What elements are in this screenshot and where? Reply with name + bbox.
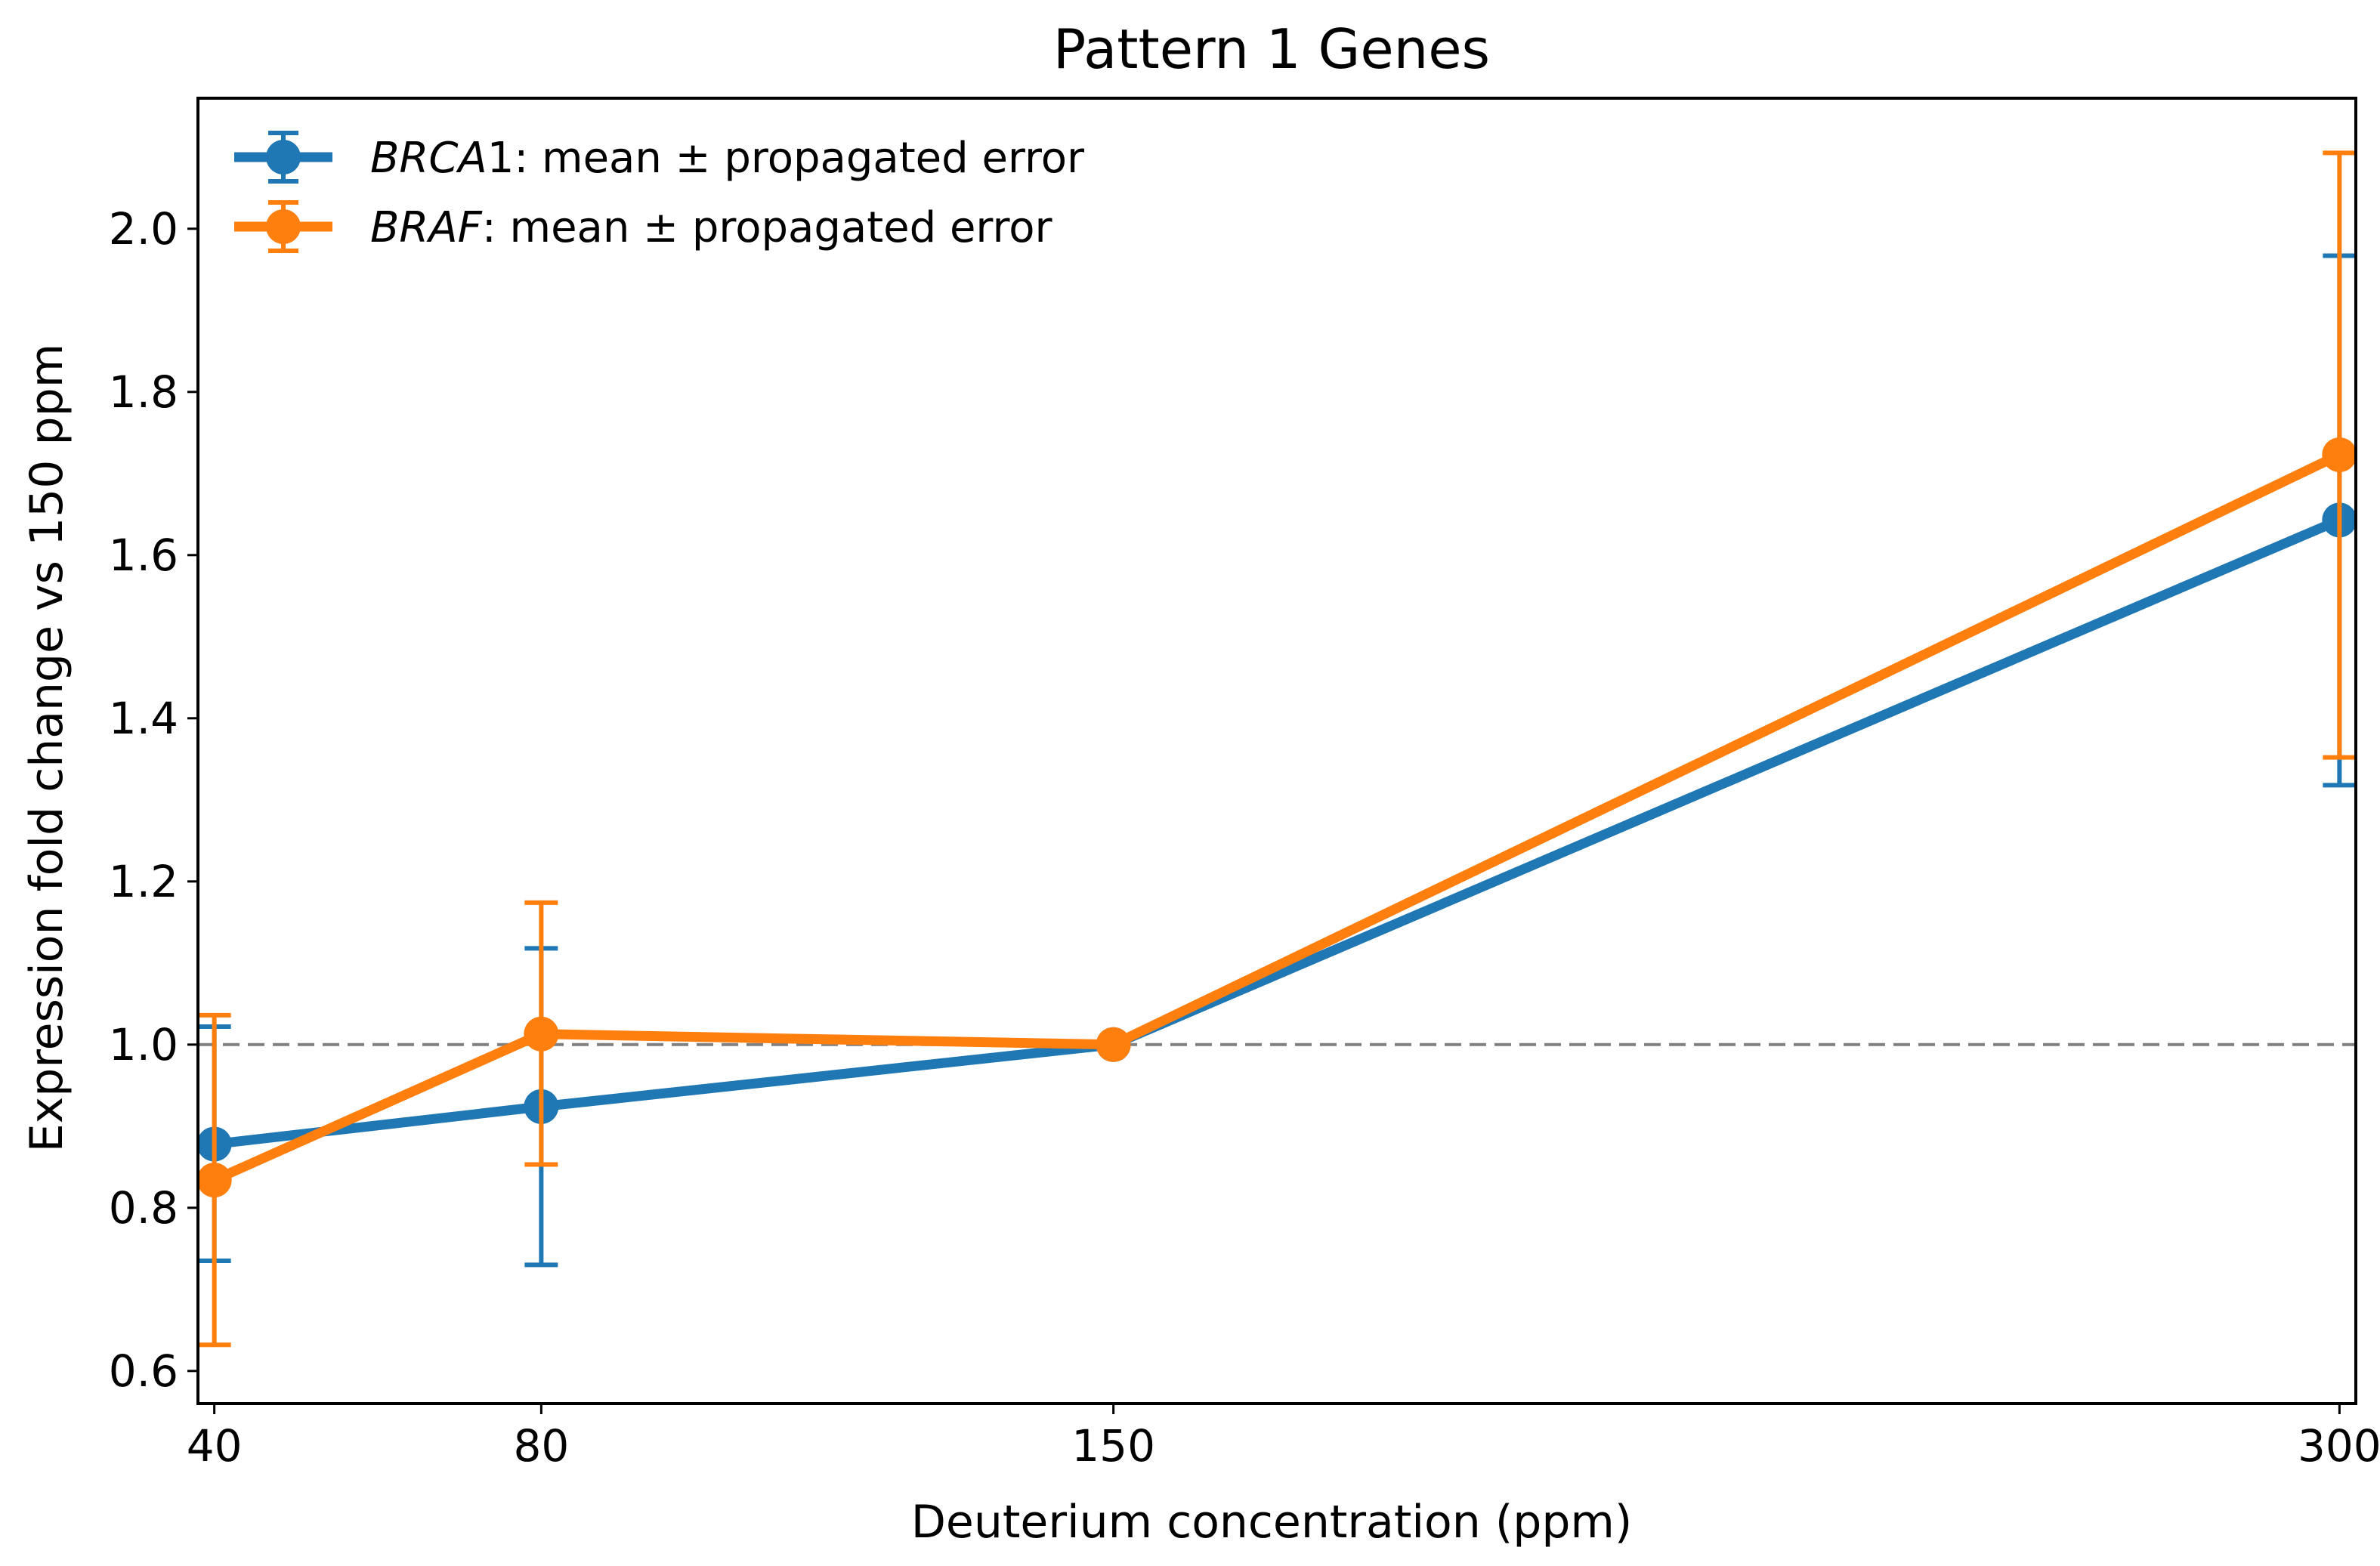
data-point: [1096, 1027, 1131, 1062]
legend-marker: [266, 209, 301, 244]
chart-title: Pattern 1 Genes: [1053, 17, 1490, 81]
y-tick-label: 1.8: [109, 366, 178, 418]
x-axis-label: Deuterium concentration (ppm): [911, 1496, 1633, 1549]
legend-label: BRCA1: mean ± propagated error: [370, 134, 1085, 183]
legend-marker: [266, 140, 301, 175]
legend-label: BRAF: mean ± propagated error: [370, 203, 1052, 252]
data-point: [524, 1016, 559, 1052]
x-tick-label: 80: [513, 1420, 569, 1472]
x-tick-label: 300: [2298, 1420, 2380, 1472]
y-tick-label: 0.6: [109, 1345, 178, 1397]
legend: BRCA1: mean ± propagated error BRAF: mean…: [234, 131, 1085, 253]
data-point: [196, 1163, 232, 1198]
axes: 40 80 150 300 0.6 0.8 1.0 1.2 1.4 1.6 1.8 2.0: [109, 203, 2380, 1472]
y-tick-label: 1.2: [109, 856, 178, 907]
x-tick-label: 150: [1071, 1420, 1155, 1472]
y-tick-label: 2.0: [109, 203, 178, 255]
y-tick-label: 0.8: [109, 1182, 178, 1234]
y-tick-label: 1.0: [109, 1019, 178, 1070]
y-tick-label: 1.6: [109, 530, 178, 581]
data-point: [2322, 437, 2357, 472]
plot-area: [196, 150, 2357, 1348]
series-line: [213, 515, 2341, 1150]
series-2: [196, 150, 2357, 1348]
x-tick-label: 40: [187, 1420, 243, 1472]
legend-entry-2: BRAF: mean ± propagated error: [234, 200, 1052, 253]
legend-entry-1: BRCA1: mean ± propagated error: [234, 131, 1085, 184]
plot-frame: [196, 97, 2357, 1405]
series-line: [212, 450, 2342, 1185]
series-1: [196, 253, 2357, 1268]
y-axis-label: Expression fold change vs 150 ppm: [20, 344, 73, 1152]
y-tick-label: 1.4: [109, 693, 178, 744]
